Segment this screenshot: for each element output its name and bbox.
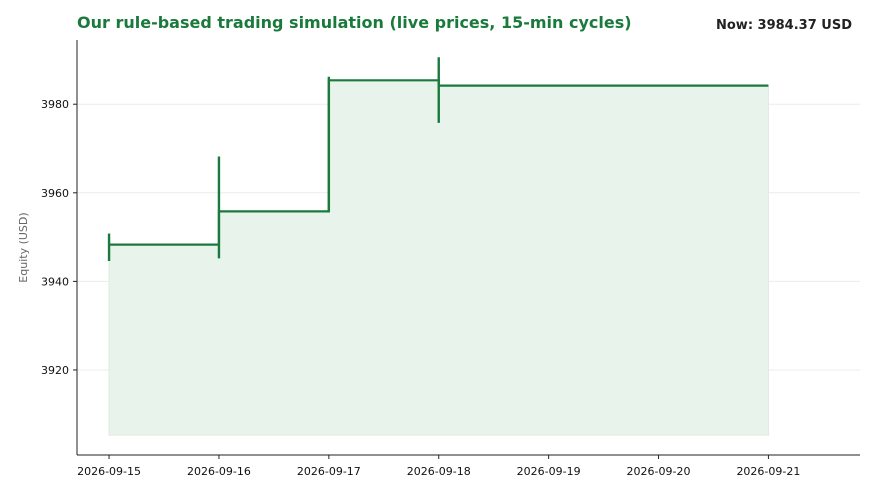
x-tick-label: 2026-09-17 xyxy=(297,465,361,478)
y-tick-label: 3980 xyxy=(41,98,69,111)
y-tick-label: 3940 xyxy=(41,275,69,288)
x-tick-label: 2026-09-16 xyxy=(187,465,251,478)
x-tick-label: 2026-09-19 xyxy=(517,465,581,478)
y-tick-label: 3920 xyxy=(41,364,69,377)
equity-area-fill xyxy=(108,79,769,436)
y-ticks: 3920 3940 3960 3980 xyxy=(41,98,77,377)
x-tick-label: 2026-09-18 xyxy=(407,465,471,478)
x-tick-label: 2026-09-15 xyxy=(77,465,141,478)
x-tick-label: 2026-09-21 xyxy=(736,465,800,478)
y-tick-label: 3960 xyxy=(41,187,69,200)
range-bars xyxy=(107,57,440,262)
x-tick-label: 2026-09-20 xyxy=(627,465,691,478)
x-ticks: 2026-09-15 2026-09-16 2026-09-17 2026-09-18… xyxy=(77,455,800,478)
y-axis-title: Equity (USD) xyxy=(17,212,30,282)
chart-title: Our rule-based trading simulation (live … xyxy=(77,13,632,32)
current-equity-label: Now: 3984.37 USD xyxy=(716,18,852,33)
